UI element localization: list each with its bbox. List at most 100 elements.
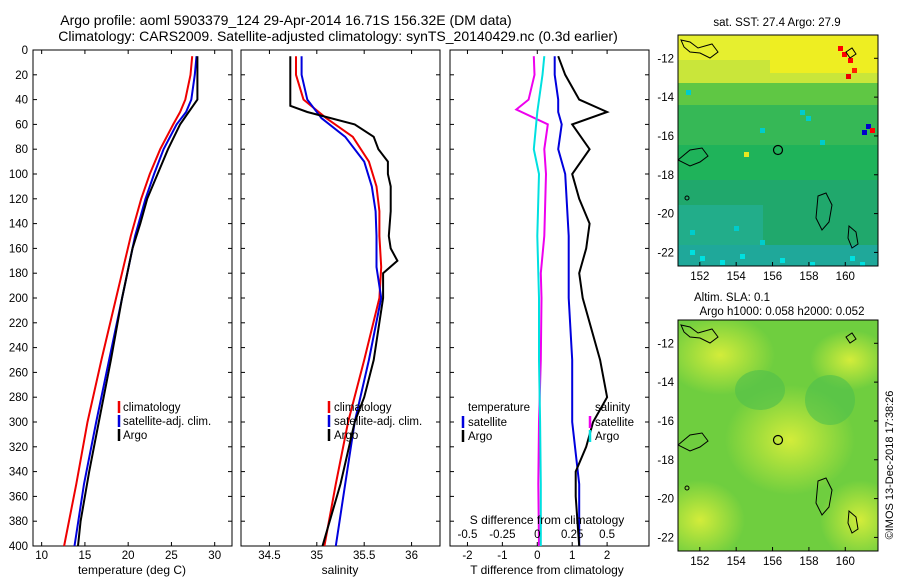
sla-map-image (678, 320, 878, 551)
sdiff-tick-label: 0.25 (561, 529, 583, 541)
depth-tick-label: 120 (9, 194, 28, 206)
x-tick-label: 35 (310, 550, 323, 562)
depth-tick-label: 40 (15, 95, 28, 107)
series-line-argo (77, 56, 199, 547)
map-y-tick-label: -22 (657, 532, 674, 544)
sst-cell (846, 74, 851, 79)
depth-tick-label: 400 (9, 541, 28, 553)
series-line-argo (289, 56, 399, 547)
legend-label-argo: Argo (123, 430, 147, 442)
depth-tick-label: 340 (9, 467, 28, 479)
sdiff-tick-label: -0.25 (489, 529, 515, 541)
legend-label-argo: Argo (334, 430, 358, 442)
map-y-tick-label: -22 (657, 247, 674, 259)
series-line-satellite-adj-clim- (300, 56, 383, 547)
sst-cell (744, 152, 749, 157)
sst-cell (848, 58, 853, 63)
salinity-xlabel: salinity (322, 563, 359, 577)
sdiff-tick-label: 0.5 (599, 529, 615, 541)
depth-tick-label: 140 (9, 219, 28, 231)
depth-tick-label: 0 (22, 45, 28, 57)
x-tick-label: 36 (405, 550, 418, 562)
x-tick-label: 20 (122, 550, 135, 562)
sla-map-title-2: Argo h1000: 0.058 h2000: 0.052 (700, 306, 865, 318)
series-line-satellite-adj-clim- (73, 56, 198, 547)
depth-tick-label: 180 (9, 268, 28, 280)
salinity-panel (240, 49, 441, 547)
series-line-climatology (63, 56, 194, 547)
imos-timestamp: ©IMOS 13-Dec-2018 17:38:26 (884, 391, 896, 540)
sst-cell (870, 128, 875, 133)
temperature-legend: climatology satellite-adj. clim. Argo (117, 401, 211, 442)
figure-title-line2: Climatology: CARS2009. Satellite-adjuste… (58, 28, 618, 44)
legend-label-s-argo: Argo (595, 431, 619, 443)
map-y-tick-label: -16 (657, 131, 674, 143)
legend-label-satellite: satellite-adj. clim. (334, 416, 422, 428)
sla-map-title-1: Altim. SLA: 0.1 (694, 292, 770, 304)
sst-cell (862, 130, 867, 135)
map-x-tick-label: 154 (727, 271, 747, 283)
sst-cell (810, 262, 815, 266)
sdiff-tick-label: -0.5 (458, 529, 478, 541)
map-y-tick-label: -14 (657, 92, 674, 104)
x-tick-label: 2 (604, 550, 610, 562)
x-tick-label: 34.5 (258, 550, 280, 562)
legend-label-s-satellite: satellite (595, 417, 634, 429)
sla-map-frame (677, 319, 879, 552)
difference-legend: temperature satellite Argo salinity sate… (461, 402, 634, 443)
legend-label-climatology: climatology (334, 402, 392, 414)
legend-label-climatology: climatology (123, 402, 181, 414)
depth-tick-label: 20 (15, 70, 28, 82)
argo-position-marker (772, 434, 784, 446)
x-tick-label: 30 (208, 550, 221, 562)
map-y-tick-label: -12 (657, 53, 674, 65)
x-tick-label: 25 (165, 550, 178, 562)
sst-cell (690, 230, 695, 235)
depth-tick-label: 280 (9, 392, 28, 404)
legend-label-satellite: satellite-adj. clim. (123, 416, 211, 428)
legend-label-t-satellite: satellite (468, 417, 507, 429)
depth-tick-label: 300 (9, 417, 28, 429)
legend-title-temperature: temperature (468, 402, 530, 414)
depth-tick-label: 60 (15, 119, 28, 131)
sst-cell (740, 254, 745, 259)
x-tick-label: -2 (462, 550, 472, 562)
map-x-tick-label: 160 (836, 556, 855, 568)
sst-cell (852, 68, 857, 73)
series-line-s-difference-cyan- (532, 56, 546, 546)
depth-axis: 0 20 40 60 80 100 120 140 160 180 200 220 240 260 280 3… (9, 45, 649, 553)
map-y-tick-label: -18 (657, 170, 674, 182)
depth-tick-label: 320 (9, 442, 28, 454)
map-y-tick-label: -14 (657, 377, 674, 389)
legend-label-t-argo: Argo (468, 431, 492, 443)
map-x-tick-label: 160 (836, 271, 855, 283)
figure-title-line1: Argo profile: aoml 5903379_124 29-Apr-20… (60, 12, 511, 28)
salinity-lines: 34.5 35 35.5 36 (258, 50, 418, 562)
map-y-tick-label: -12 (657, 338, 674, 350)
x-tick-label: 0 (534, 550, 540, 562)
sdiff-xlabel: S difference from climatology (470, 513, 625, 527)
sst-cell (800, 110, 805, 115)
x-tick-label: -1 (497, 550, 507, 562)
map-y-tick-label: -20 (657, 209, 674, 221)
map-x-tick-label: 152 (690, 556, 709, 568)
map-y-tick-label: -20 (657, 494, 674, 506)
sst-cell (760, 128, 765, 133)
sst-cell (690, 250, 695, 255)
sst-cell (686, 90, 691, 95)
sst-cell (838, 46, 843, 51)
series-line-t-satellite (553, 56, 581, 546)
series-line-t-argo (557, 55, 610, 547)
depth-tick-label: 100 (9, 169, 28, 181)
map-x-tick-label: 154 (727, 556, 747, 568)
sst-cell (806, 116, 811, 121)
sst-cell (820, 140, 825, 145)
map-x-tick-label: 156 (763, 556, 782, 568)
sst-cell (760, 240, 765, 245)
legend-title-salinity: salinity (595, 402, 630, 414)
sst-map-title: sat. SST: 27.4 Argo: 27.9 (713, 17, 840, 29)
sst-cell (700, 256, 705, 261)
map-x-tick-label: 152 (690, 271, 709, 283)
argo-position-marker (772, 144, 784, 156)
